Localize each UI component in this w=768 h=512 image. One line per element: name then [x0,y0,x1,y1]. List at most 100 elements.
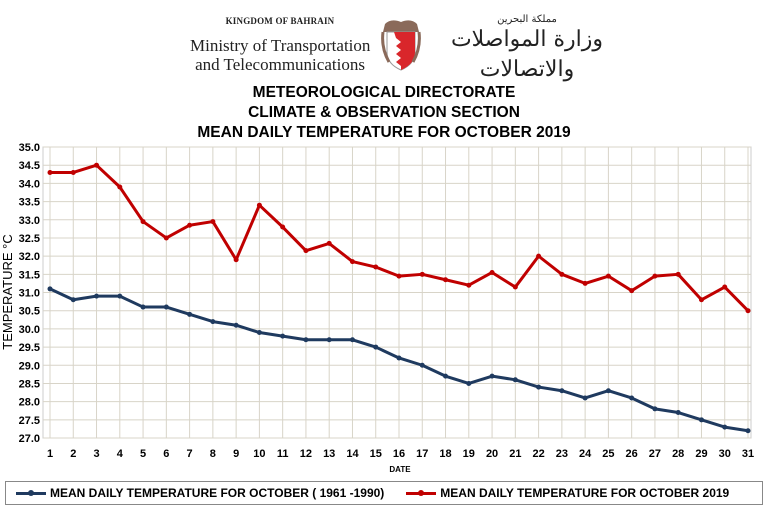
y-tick-label: 32.5 [19,233,40,245]
data-point-1 [326,240,332,246]
data-point-1 [466,282,472,288]
ministry-name: Ministry of Transportation and Telecommu… [190,36,370,74]
legend-item-normal: MEAN DAILY TEMPERATURE FOR OCTOBER ( 196… [16,486,384,500]
data-point-0 [419,362,425,368]
x-tick-label: 15 [370,448,382,460]
data-point-1 [419,271,425,277]
data-point-0 [280,333,286,339]
y-tick-label: 30.5 [19,306,40,318]
x-tick-label: 30 [719,448,731,460]
x-tick-label: 10 [253,448,265,460]
x-tick-label: 29 [695,448,707,460]
x-tick-label: 16 [393,448,405,460]
chart-title: MEAN DAILY TEMPERATURE FOR OCTOBER 2019 [197,124,571,141]
data-point-1 [70,169,76,175]
data-point-0 [140,304,146,310]
data-point-1 [94,162,100,168]
x-tick-label: 9 [233,448,239,460]
data-point-1 [47,169,53,175]
data-point-0 [233,322,239,328]
data-point-0 [652,406,658,412]
kingdom-label: KINGDOM OF BAHRAIN [225,16,335,26]
data-point-0 [373,344,379,350]
data-point-0 [47,286,53,292]
data-point-1 [582,280,588,286]
data-point-1 [722,284,728,290]
legend: MEAN DAILY TEMPERATURE FOR OCTOBER ( 196… [5,481,763,505]
data-point-1 [605,273,611,279]
data-point-0 [582,395,588,401]
title-directorate: METEOROLOGICAL DIRECTORATE [252,84,516,101]
x-tick-label: 17 [416,448,428,460]
data-point-1 [117,184,123,190]
data-point-0 [349,337,355,343]
x-tick-label: 14 [346,448,359,460]
y-tick-label: 27.0 [19,433,40,445]
x-tick-label: 4 [117,448,124,460]
y-tick-label: 31.5 [19,269,40,281]
x-tick-label: 12 [300,448,312,460]
data-point-1 [280,224,286,230]
data-point-0 [210,319,216,325]
x-tick-label: 8 [210,448,216,460]
data-point-1 [675,271,681,277]
y-tick-label: 32.0 [19,251,40,263]
x-tick-label: 5 [140,448,146,460]
y-tick-label: 27.5 [19,415,40,427]
data-point-1 [163,235,169,241]
data-point-0 [722,424,728,430]
x-tick-label: 1 [47,448,53,460]
ministry-line2: and Telecommunications [195,55,365,74]
y-tick-label: 29.5 [19,342,40,354]
legend-item-2019: MEAN DAILY TEMPERATURE FOR OCTOBER 2019 [406,486,729,500]
title-section: CLIMATE & OBSERVATION SECTION [248,104,520,121]
data-point-0 [443,373,449,379]
x-tick-label: 7 [187,448,193,460]
y-tick-label: 33.5 [19,197,40,209]
data-point-0 [675,410,681,416]
data-point-0 [70,297,76,303]
data-point-1 [745,308,751,314]
x-tick-label: 31 [742,448,754,460]
data-point-1 [652,273,658,279]
ministry-line1: Ministry of Transportation [190,36,371,55]
x-tick-label: 27 [649,448,661,460]
data-point-0 [698,417,704,423]
x-tick-label: 24 [579,448,592,460]
data-point-0 [512,377,518,383]
x-tick-label: 25 [602,448,614,460]
data-point-1 [512,284,518,290]
data-point-1 [349,259,355,265]
x-tick-label: 13 [323,448,335,460]
x-tick-label: 6 [163,448,169,460]
x-tick-label: 2 [70,448,76,460]
data-point-0 [536,384,542,390]
x-tick-label: 28 [672,448,684,460]
data-point-0 [117,293,123,299]
y-axis-label: TEMPERATURE °C [0,234,15,349]
y-tick-label: 29.0 [19,360,40,372]
y-tick-label: 35.0 [19,142,40,154]
x-tick-label: 19 [463,448,475,460]
data-point-1 [559,271,565,277]
y-tick-label: 34.5 [19,160,40,172]
data-point-0 [605,388,611,394]
arabic-ministry: وزارة المواصلات والاتصالات [450,27,604,82]
data-point-1 [443,277,449,283]
data-point-0 [745,428,751,434]
y-tick-label: 30.0 [19,324,40,336]
x-tick-label: 26 [626,448,638,460]
x-tick-label: 23 [556,448,568,460]
data-point-0 [163,304,169,310]
data-point-0 [326,337,332,343]
data-point-1 [536,253,542,259]
data-point-0 [629,395,635,401]
data-point-1 [373,264,379,270]
data-point-1 [489,269,495,275]
x-tick-label: 18 [439,448,451,460]
data-point-0 [256,330,262,336]
y-tick-label: 28.5 [19,378,40,390]
x-tick-label: 20 [486,448,498,460]
x-tick-label: 21 [509,448,521,460]
